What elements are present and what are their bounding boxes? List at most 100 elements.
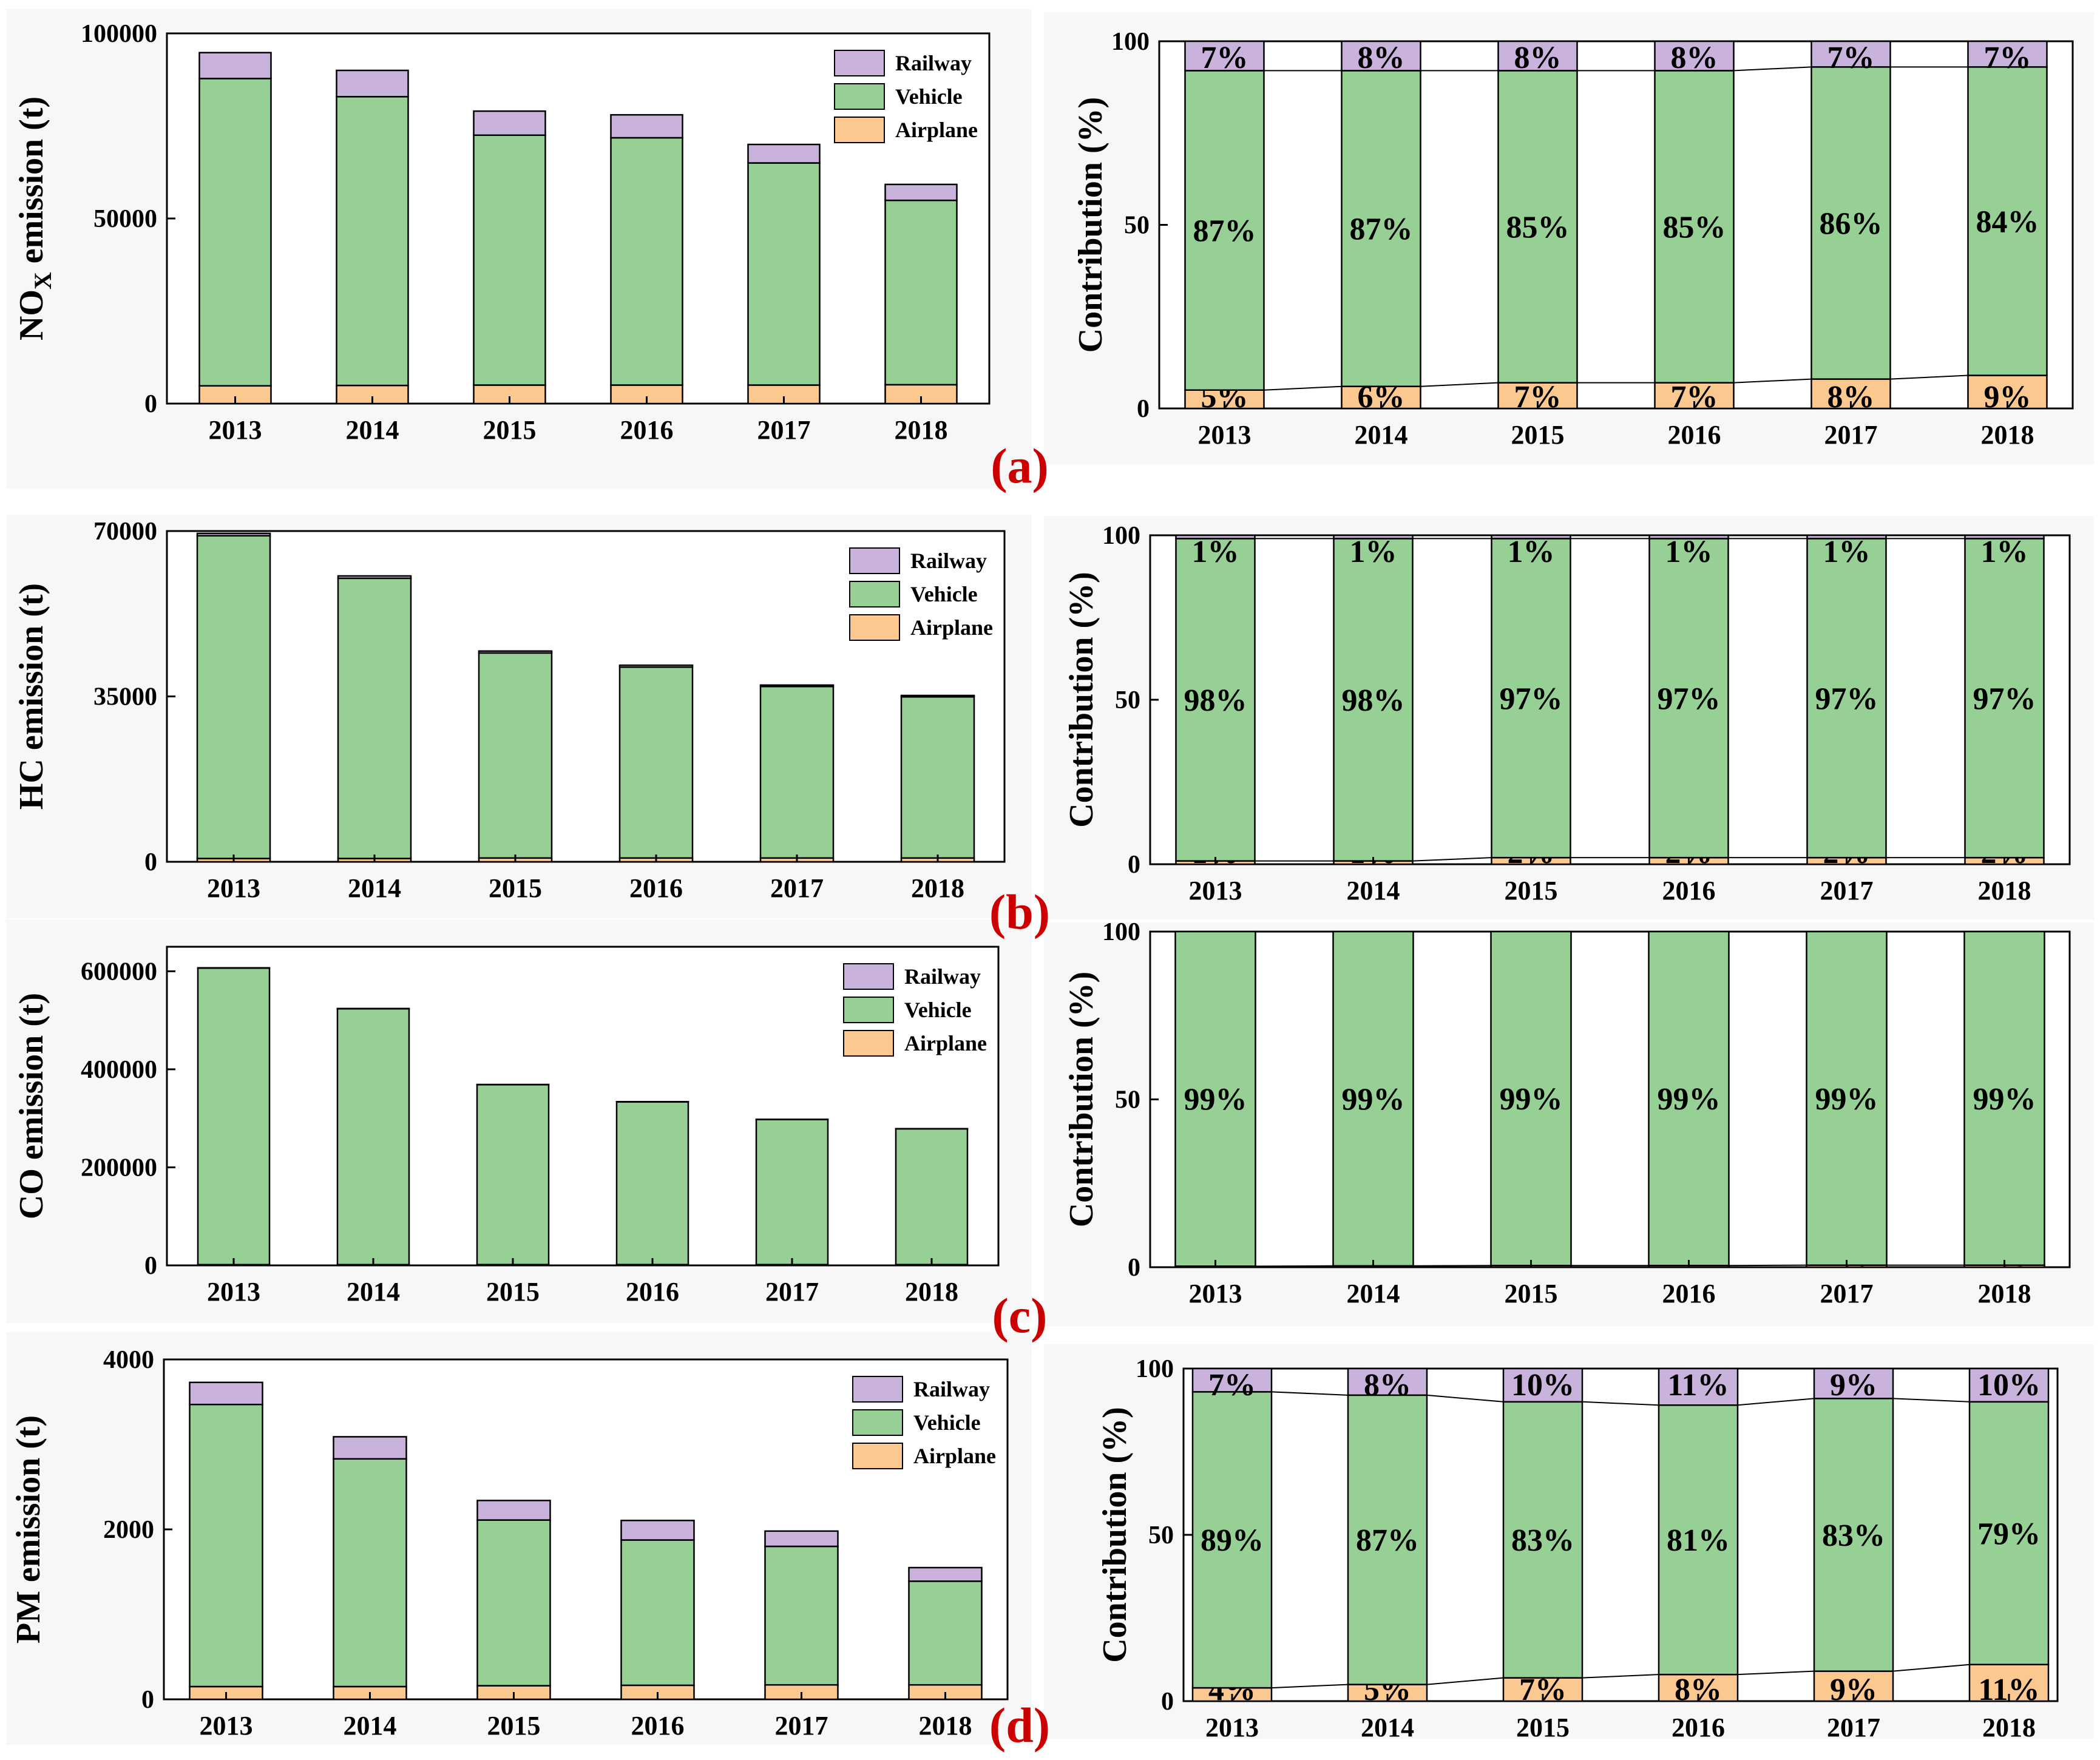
bar-vehicle — [196, 535, 271, 859]
bar-vehicle — [764, 1545, 839, 1686]
x-tick-label: 2017 — [770, 873, 824, 903]
bar-railway — [189, 1381, 263, 1406]
plot-area — [1182, 1367, 2059, 1702]
y-tick-label: 0 — [1161, 1688, 1174, 1716]
bar-railway — [1654, 40, 1735, 72]
bar-vehicle — [1191, 1391, 1273, 1689]
data-label-airplane: 8% — [1827, 380, 1875, 415]
x-tick-label: 2018 — [911, 873, 964, 903]
connector-line-airplane — [1737, 1670, 1815, 1676]
y-tick-label: 100000 — [81, 20, 157, 48]
y-tick-label: 0 — [144, 390, 157, 418]
bar-railway — [1810, 40, 1891, 68]
x-tick-label: 2016 — [620, 415, 674, 445]
x-tick-label: 2018 — [1978, 876, 2031, 905]
data-label-airplane: 9% — [1984, 380, 2031, 415]
chart-a-left: 0 50000 100000 NOX emission (t) 2013 2014 2015… — [13, 20, 991, 445]
bar-railway — [1813, 1367, 1894, 1400]
y-axis-label-rest: emission (t) — [13, 96, 50, 272]
bar-railway — [764, 1530, 839, 1548]
bar-railway — [1175, 534, 1256, 540]
data-label-vehicle: 85% — [1506, 211, 1570, 245]
legend-swatch-vehicle — [852, 1409, 903, 1436]
bar-vehicle — [759, 685, 835, 859]
x-tick-label: 2017 — [765, 1277, 819, 1307]
plot-area — [166, 530, 1006, 863]
x-tick-label: 2016 — [1668, 420, 1721, 450]
bar-vehicle — [1347, 1394, 1428, 1685]
connector-line-vehicle — [1737, 1398, 1815, 1406]
bar-vehicle — [755, 1119, 829, 1265]
data-label-railway: 10% — [1511, 1368, 1574, 1403]
data-label-railway: 8% — [1671, 41, 1718, 75]
data-label-vehicle: 87% — [1193, 214, 1256, 249]
x-tick-label: 2015 — [1505, 876, 1558, 905]
data-label-vehicle: 79% — [1977, 1517, 2041, 1551]
bar-railway — [1491, 534, 1571, 540]
y-axis-label: Contribution (%) — [1096, 1407, 1134, 1663]
bar-vehicle — [618, 666, 694, 859]
bar-vehicle — [1333, 538, 1414, 862]
data-label-airplane: 11% — [1978, 1673, 2039, 1707]
data-label-vehicle: 97% — [1500, 682, 1563, 716]
plot-area — [1149, 930, 2071, 1268]
y-tick-label: 70000 — [93, 518, 157, 546]
data-label-railway: 7% — [1201, 41, 1248, 75]
legend-label-vehicle: Vehicle — [904, 998, 972, 1022]
bar-railway — [476, 1500, 551, 1521]
x-tick-label: 2016 — [626, 1277, 679, 1307]
x-tick-label: 2017 — [757, 415, 811, 445]
bar-vehicle — [1490, 930, 1572, 1267]
data-label-vehicle: 87% — [1356, 1523, 1419, 1558]
bar-railway — [478, 650, 553, 654]
legend-label-railway: Railway — [904, 964, 981, 989]
connector-line-airplane — [1412, 857, 1492, 862]
bar-vehicle — [1648, 538, 1729, 859]
connector-line-airplane — [1426, 1677, 1504, 1685]
bar-vehicle — [1967, 66, 2048, 376]
y-axis-label: CO emission (t) — [13, 993, 50, 1219]
bar-railway — [1184, 40, 1265, 72]
x-tick-label: 2013 — [1189, 876, 1242, 905]
bar-vehicle — [333, 1458, 407, 1688]
x-tick-label: 2014 — [348, 873, 401, 903]
y-tick-label: 0 — [144, 848, 157, 876]
y-axis-label: Contribution (%) — [1063, 972, 1100, 1228]
y-axis-label: HC emission (t) — [13, 583, 50, 810]
y-tick-label: 100 — [1136, 1355, 1174, 1383]
bar-vehicle — [198, 78, 272, 387]
connector-line-airplane — [1413, 1265, 1491, 1267]
data-label-railway: 1% — [1350, 535, 1397, 569]
legend-label-railway: Railway — [910, 549, 987, 573]
x-tick-label: 2013 — [207, 1277, 260, 1307]
bar-railway — [908, 1566, 983, 1582]
x-tick-label: 2015 — [1511, 420, 1565, 450]
x-tick-label: 2014 — [1361, 1713, 1414, 1742]
connector-line-vehicle — [1582, 1401, 1659, 1406]
x-tick-label: 2013 — [200, 1711, 253, 1741]
bar-railway — [900, 694, 975, 698]
chart-d-left: 0 2000 4000 PM emission (t) 2013 2014 2015 2016… — [10, 1346, 1009, 1741]
data-label-railway: 1% — [1192, 535, 1239, 569]
plot-area — [166, 946, 1000, 1267]
bar-railway — [198, 52, 272, 80]
x-tick-label: 2018 — [1978, 1279, 2031, 1308]
bar-railway — [610, 113, 683, 139]
bar-vehicle — [337, 577, 412, 859]
bar-railway — [1658, 1367, 1739, 1406]
y-tick-label: 35000 — [93, 683, 157, 711]
y-axis-label: Contribution (%) — [1072, 97, 1109, 353]
y-tick-label: 50 — [1115, 1086, 1140, 1114]
x-tick-label: 2013 — [209, 415, 262, 445]
x-tick-label: 2018 — [895, 415, 948, 445]
x-tick-label: 2016 — [629, 873, 683, 903]
panel-letters: (a) (b) (c) (d) — [989, 438, 1050, 1753]
connector-line-vehicle — [1271, 1391, 1349, 1396]
legend-swatch-airplane — [849, 614, 900, 641]
bar-railway — [1191, 1367, 1273, 1393]
x-tick-label: 2018 — [905, 1277, 958, 1307]
bar-vehicle — [884, 199, 958, 386]
x-tick-label: 2018 — [1982, 1713, 2036, 1742]
bar-vehicle — [473, 134, 546, 386]
